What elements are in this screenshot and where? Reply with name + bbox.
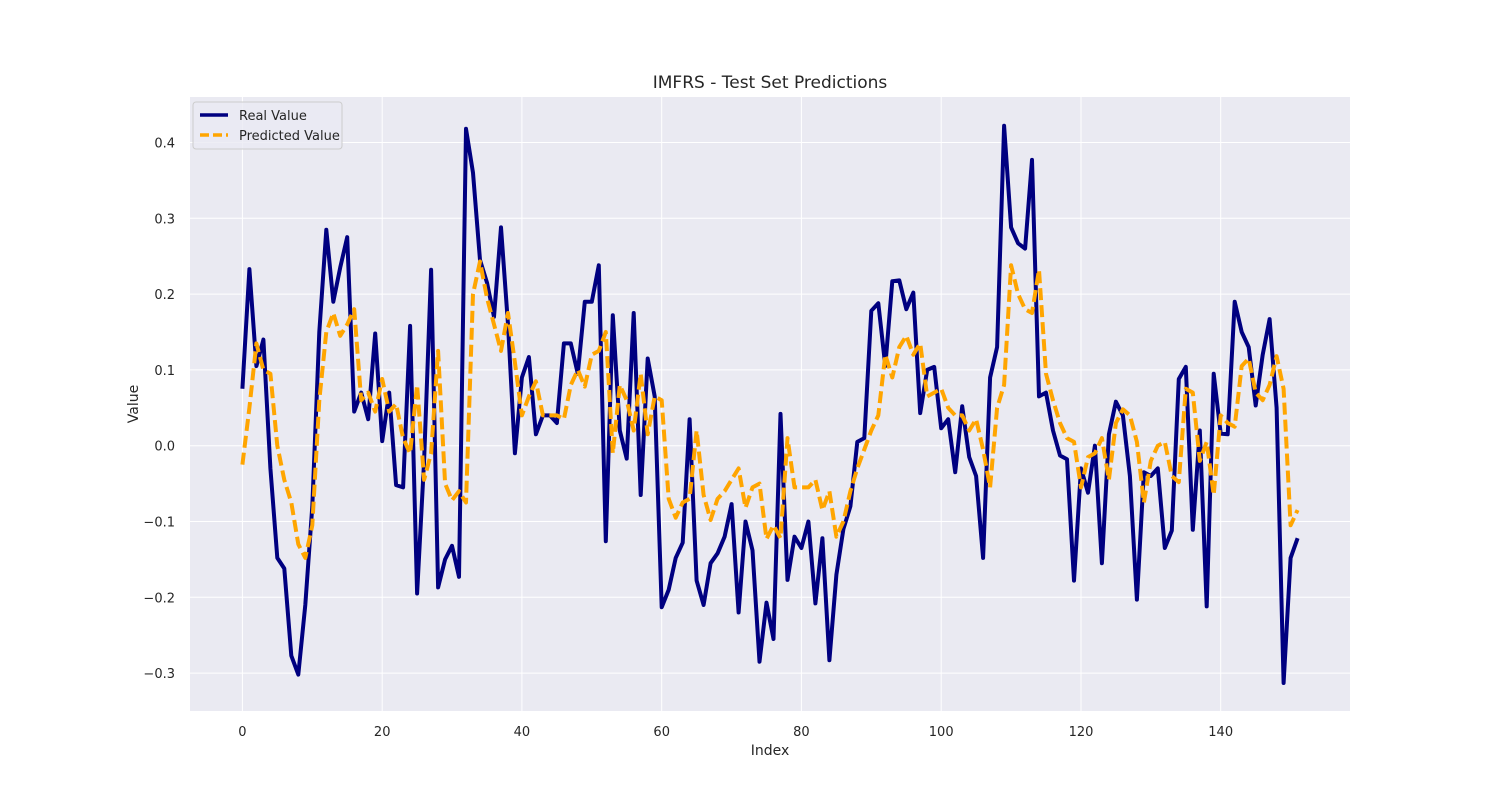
y-tick-label: 0.4 xyxy=(154,137,175,152)
y-tick-label: 0.2 xyxy=(154,288,175,303)
y-tick-label: −0.2 xyxy=(143,591,175,606)
y-tick-label: 0.3 xyxy=(154,212,175,227)
x-tick-label: 120 xyxy=(1069,725,1094,740)
x-tick-label: 140 xyxy=(1208,725,1233,740)
plot-background xyxy=(190,97,1350,711)
x-tick-label: 20 xyxy=(374,725,391,740)
grid-lines xyxy=(190,97,1350,711)
y-axis-ticks: −0.3 −0.2 −0.1 0.0 0.1 0.2 0.3 0.4 xyxy=(143,137,175,683)
legend-label-predicted: Predicted Value xyxy=(239,129,340,144)
x-tick-label: 40 xyxy=(514,725,531,740)
y-tick-label: 0.1 xyxy=(154,364,175,379)
x-tick-label: 60 xyxy=(653,725,670,740)
legend-frame xyxy=(192,101,343,150)
y-axis-label: Value xyxy=(126,385,142,423)
legend: Real Value Predicted Value xyxy=(192,101,343,150)
y-tick-label: −0.1 xyxy=(143,516,175,531)
plot-area xyxy=(240,123,1300,685)
y-tick-label: 0.0 xyxy=(154,440,175,455)
x-tick-label: 0 xyxy=(238,725,246,740)
chart-title: IMFRS - Test Set Predictions xyxy=(653,73,888,93)
legend-label-real: Real Value xyxy=(239,109,307,124)
x-tick-label: 80 xyxy=(793,725,810,740)
predicted-value-line xyxy=(240,259,1300,560)
x-tick-label: 100 xyxy=(929,725,954,740)
x-axis-ticks: 0 20 40 60 80 100 120 140 xyxy=(238,725,1233,740)
x-axis-label: Index xyxy=(751,743,790,759)
y-tick-label: −0.3 xyxy=(143,667,175,682)
